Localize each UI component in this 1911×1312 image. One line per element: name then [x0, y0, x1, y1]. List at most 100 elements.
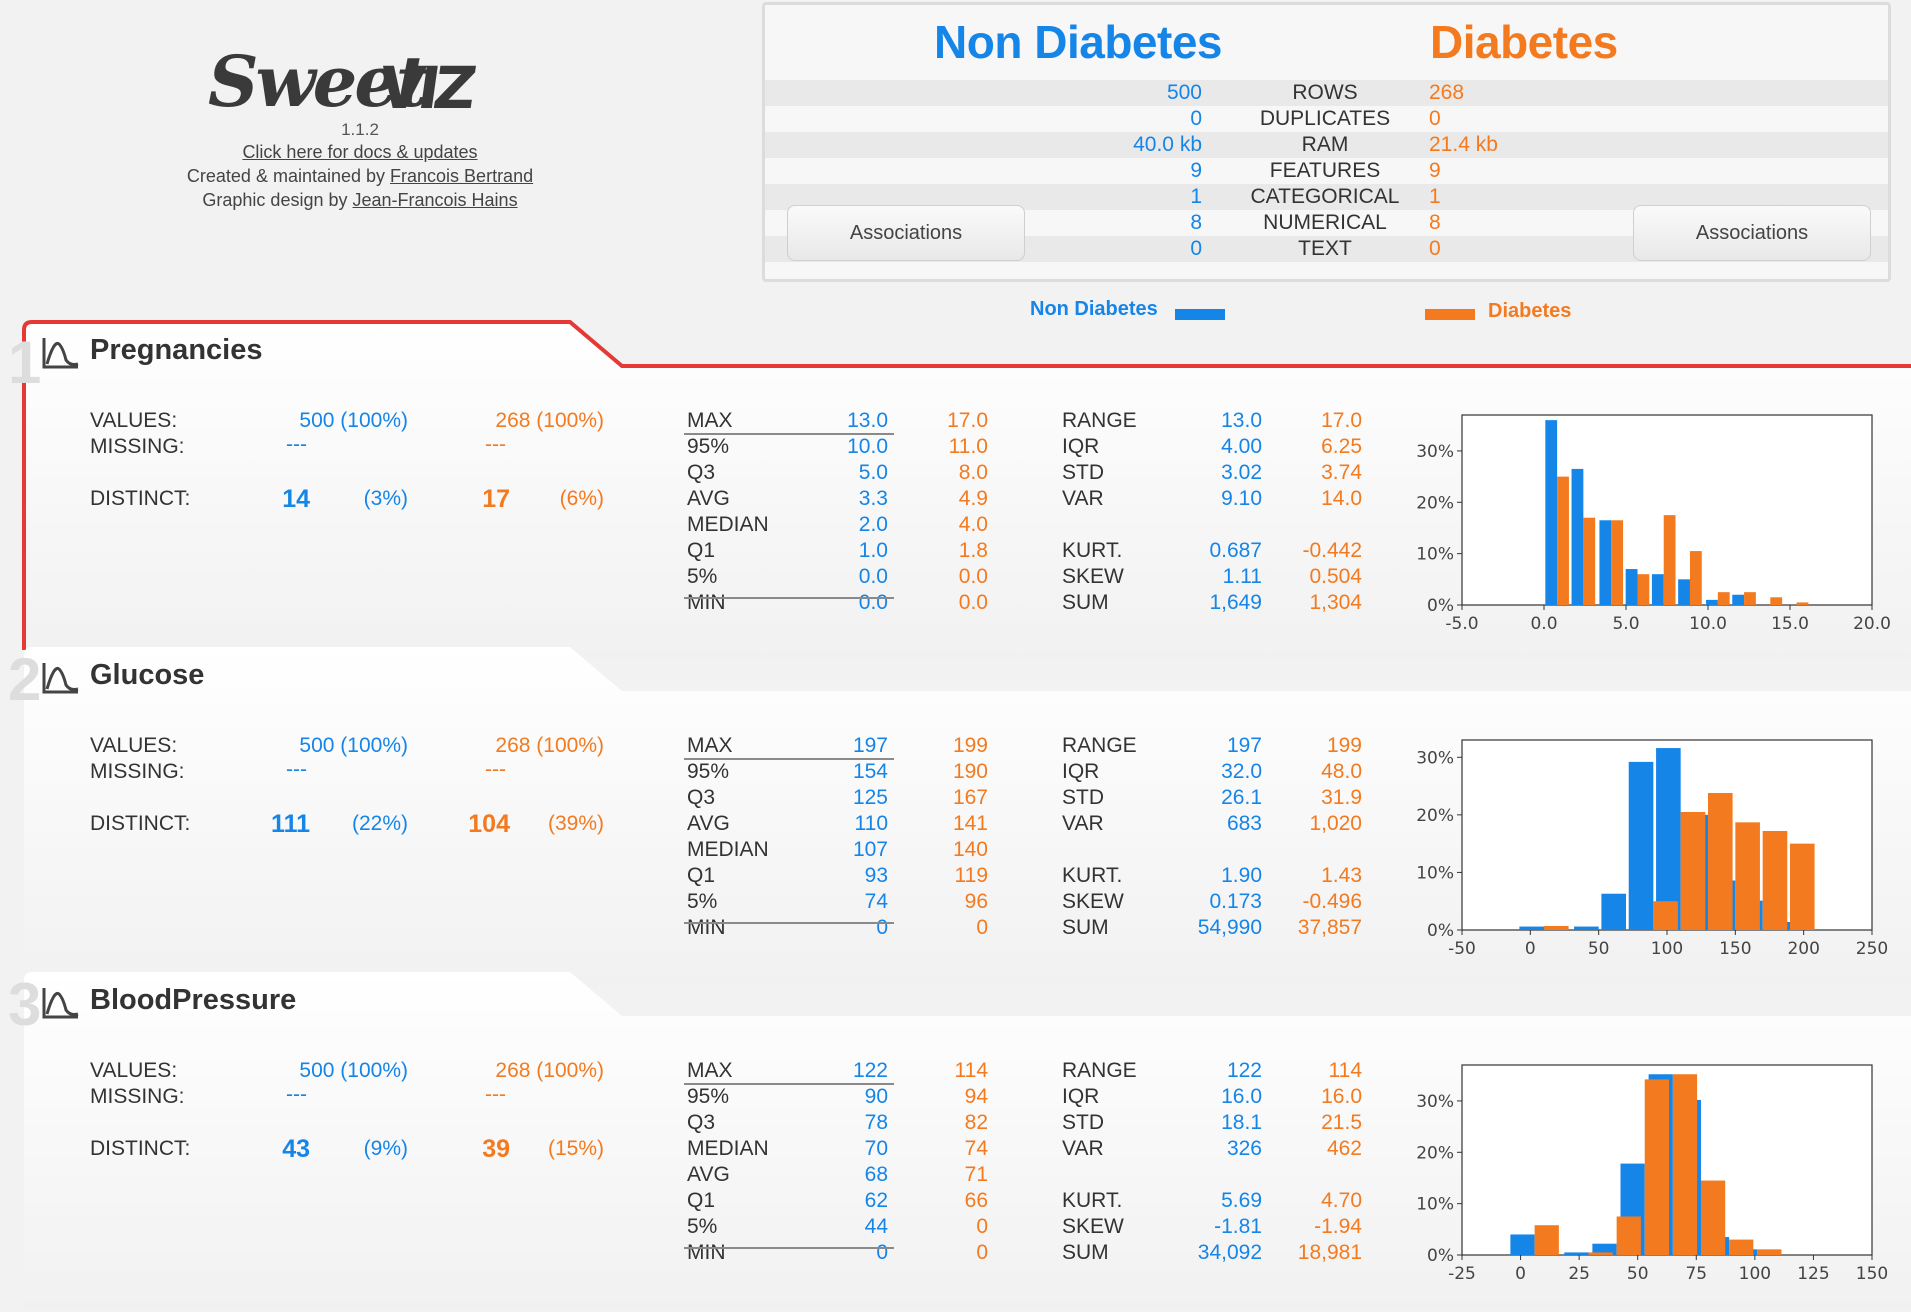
- distinct-right-pct: (39%): [547, 812, 604, 835]
- quantile-label: AVG: [687, 1163, 730, 1186]
- x-tick-label: 0.0: [1530, 614, 1557, 634]
- stat-left-value: 4.00: [1221, 435, 1262, 458]
- values-left: 500 (100%): [299, 409, 408, 432]
- distinct-right-pct: (6%): [559, 487, 604, 510]
- histogram-bar: [1708, 792, 1733, 930]
- values-right: 268 (100%): [495, 409, 604, 432]
- quantile-left-value: 1.0: [858, 539, 888, 562]
- associations-button-right[interactable]: Associations: [1633, 205, 1871, 261]
- y-tick-label: 0%: [1427, 1246, 1454, 1266]
- summary-row-label: TEXT: [1298, 237, 1352, 260]
- quantile-left-value: 78: [864, 1111, 888, 1134]
- stat-label: RANGE: [1062, 409, 1137, 432]
- histogram-svg: 0% 10% 20% 30% -25 0 25 50 75 100 125 150: [1416, 1064, 1888, 1284]
- summary-row-label: FEATURES: [1269, 159, 1381, 182]
- associations-button-left[interactable]: Associations: [787, 205, 1025, 261]
- quantile-left-value: 70: [864, 1137, 888, 1160]
- stat-right-value: 31.9: [1321, 786, 1362, 809]
- distinct-right: 39: [482, 1135, 510, 1163]
- quantile-label: MIN: [687, 591, 726, 614]
- x-tick-label: -5.0: [1445, 614, 1478, 634]
- quantile-left-value: 13.0: [847, 409, 888, 432]
- quantile-label: Q1: [687, 864, 716, 887]
- quantile-right-value: 0: [976, 916, 988, 939]
- stat-label: SKEW: [1062, 565, 1124, 588]
- card-background: [24, 972, 1911, 1310]
- feature-card-bloodpressure[interactable]: 3 BloodPressure VALUES: MISSING: DISTINCT: 50…: [8, 970, 1911, 1310]
- summary-right-value: 9: [1429, 159, 1441, 182]
- stat-label: IQR: [1062, 1085, 1100, 1108]
- stat-right-value: 114: [1328, 1059, 1362, 1082]
- histogram-bar: [1628, 761, 1654, 930]
- quantile-left-value: 0: [876, 1241, 888, 1264]
- histogram-bar: [1637, 574, 1650, 605]
- summary-left-value: 500: [1166, 81, 1202, 104]
- y-tick-label: 0%: [1427, 596, 1454, 616]
- x-tick-label: 20.0: [1853, 614, 1891, 634]
- quantile-label: MAX: [687, 409, 733, 432]
- summary-right-value: 0: [1429, 107, 1441, 130]
- x-tick-label: 50: [1588, 939, 1610, 959]
- quantile-right-value: 8.0: [958, 461, 988, 484]
- designer-link[interactable]: Jean-Francois Hains: [352, 190, 518, 210]
- feature-card-pregnancies[interactable]: 1 Pregnancies VALUES: MISSING: DISTINCT: 500 …: [8, 320, 1911, 660]
- feature-card-glucose[interactable]: 2 Glucose VALUES: MISSING: DISTINCT: 500 (100…: [8, 645, 1911, 985]
- quantile-left-value: 0.0: [858, 565, 888, 588]
- y-tick-label: 0%: [1427, 921, 1454, 941]
- y-tick-label: 20%: [1416, 1143, 1454, 1163]
- histogram-bar: [1717, 592, 1730, 605]
- histogram-bar: [1574, 926, 1599, 930]
- histogram-bar: [1678, 579, 1690, 605]
- divider: [684, 1247, 894, 1249]
- stat-left-value: 0.173: [1209, 890, 1262, 913]
- design-prefix: Graphic design by: [202, 190, 353, 210]
- quantile-right-value: 0.0: [958, 565, 988, 588]
- values-label: VALUES:: [90, 734, 178, 757]
- created-prefix: Created & maintained by: [186, 166, 391, 186]
- histogram-bar: [1644, 1079, 1669, 1255]
- histogram-svg: 0% 10% 20% 30% -50 0 50 100 150 200 250: [1416, 739, 1888, 959]
- left-dataset-title: Non Diabetes: [934, 16, 1222, 68]
- stat-label: IQR: [1062, 435, 1100, 458]
- quantile-right-value: 119: [954, 864, 988, 887]
- stat-right-value: -0.496: [1302, 890, 1362, 913]
- missing-label: MISSING:: [90, 435, 185, 458]
- quantile-label: AVG: [687, 487, 730, 510]
- stat-label: SUM: [1062, 916, 1109, 939]
- author-link[interactable]: Francois Bertrand: [390, 166, 534, 186]
- distinct-right: 104: [468, 810, 510, 838]
- histogram-bar: [1651, 574, 1664, 605]
- stat-left-value: 1,649: [1209, 591, 1262, 614]
- quantile-label: MEDIAN: [687, 1137, 769, 1160]
- values-left: 500 (100%): [299, 734, 408, 757]
- legend-swatch-left: [1175, 309, 1225, 320]
- quantile-right-value: 94: [964, 1085, 988, 1108]
- stat-right-value: 462: [1326, 1137, 1362, 1160]
- quantile-left-value: 122: [852, 1059, 888, 1082]
- x-tick-label: 125: [1797, 1264, 1829, 1284]
- quantile-left-value: 74: [864, 890, 888, 913]
- stat-left-value: 3.02: [1221, 461, 1262, 484]
- stat-left-value: 16.0: [1221, 1085, 1262, 1108]
- y-tick-label: 10%: [1416, 545, 1454, 565]
- stat-left-value: 683: [1226, 812, 1262, 835]
- values-label: VALUES:: [90, 409, 178, 432]
- quantile-left-value: 0: [876, 916, 888, 939]
- stat-right-value: 14.0: [1321, 487, 1362, 510]
- stat-label: IQR: [1062, 760, 1100, 783]
- x-tick-label: 100: [1739, 1264, 1771, 1284]
- docs-link[interactable]: Click here for docs & updates: [242, 142, 478, 162]
- histogram-bar: [1616, 1216, 1641, 1255]
- stat-right-value: 3.74: [1321, 461, 1362, 484]
- quantile-left-value: 62: [864, 1189, 888, 1212]
- histogram-chart: 0% 10% 20% 30% -5.0 0.0 5.0 10.0 15.0 20.0: [1402, 410, 1907, 640]
- y-tick-label: 20%: [1416, 493, 1454, 513]
- summary-left-value: 0: [1190, 107, 1202, 130]
- missing-right: ---: [485, 1083, 506, 1106]
- stat-left-value: 326: [1226, 1137, 1262, 1160]
- summary-row-numerical: 8 NUMERICAL 8: [765, 210, 1888, 236]
- histogram-bar: [1689, 551, 1702, 605]
- stat-right-value: 17.0: [1321, 409, 1362, 432]
- stat-left-value: 1.11: [1222, 565, 1262, 588]
- summary-left-value: 1: [1190, 185, 1202, 208]
